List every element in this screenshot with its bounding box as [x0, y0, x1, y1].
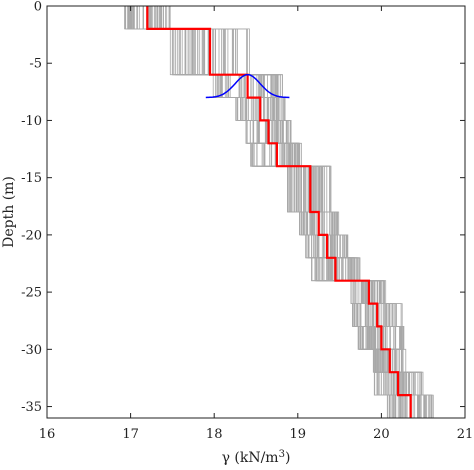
x-axis-label-superscript: 3 — [279, 449, 285, 460]
y-tick-label: -20 — [21, 228, 42, 243]
x-tick-label: 20 — [373, 427, 390, 442]
x-tick-label: 21 — [457, 427, 474, 442]
y-tick-label: -10 — [21, 114, 42, 129]
mean-profile-group — [146, 6, 412, 418]
x-tick-label: 18 — [206, 427, 223, 442]
x-axis-label: γ (kN/m3) — [222, 449, 291, 467]
y-tick-label: -30 — [21, 343, 42, 358]
y-tick-label: -25 — [21, 286, 42, 301]
x-tick-label: 16 — [39, 427, 56, 442]
y-axis-label: Depth (m) — [1, 176, 17, 248]
mean-profile-line — [146, 6, 412, 418]
x-axis-ticks: 16 17 18 19 20 21 — [39, 6, 474, 442]
distribution-curve-group — [205, 73, 290, 99]
plot-frame — [46, 5, 466, 419]
y-axis-ticks: 0 -5 -10 -15 -20 -25 -30 -35 — [21, 0, 465, 415]
y-tick-label: 0 — [34, 0, 42, 15]
y-tick-label: -35 — [21, 400, 42, 415]
x-tick-label: 19 — [290, 427, 307, 442]
distribution-curve — [205, 73, 290, 99]
x-tick-label: 17 — [122, 427, 139, 442]
plot-background — [47, 6, 465, 418]
y-tick-label: -5 — [29, 57, 42, 72]
y-tick-label: -15 — [21, 171, 42, 186]
